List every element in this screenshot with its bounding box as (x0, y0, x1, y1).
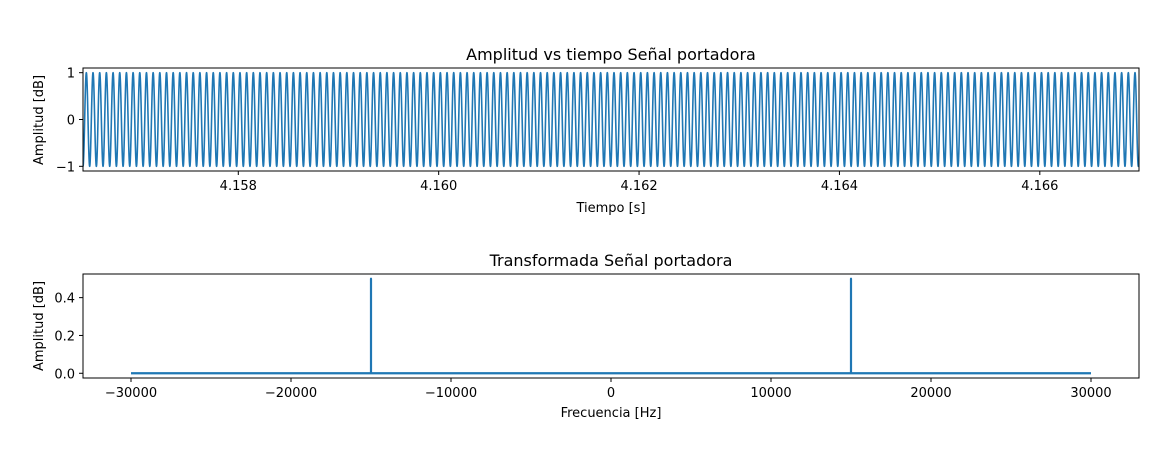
time-domain-plot: Amplitud vs tiempo Señal portadora 4.158… (32, 45, 1140, 216)
frequency-plot-frame (82, 273, 1140, 379)
frequency-domain-plot: Transformada Señal portadora −30000 −2000… (32, 251, 1140, 421)
time-plot-ylabel: Amplitud [dB] (32, 75, 47, 165)
y-tick-label: 0 (67, 114, 75, 129)
x-tick-label: −10000 (425, 386, 477, 401)
x-tick-label: 10000 (750, 386, 791, 401)
y-tick-label: 1 (67, 67, 75, 82)
time-plot-title: Amplitud vs tiempo Señal portadora (466, 45, 756, 64)
x-tick-label: −20000 (265, 386, 317, 401)
x-tick-label: 20000 (910, 386, 951, 401)
time-plot-frame (82, 67, 1140, 172)
time-plot-xlabel: Tiempo [s] (575, 201, 645, 216)
x-tick-label: 4.166 (1021, 179, 1058, 194)
y-tick-label: 0.4 (54, 292, 75, 307)
x-tick-label: 4.160 (420, 179, 457, 194)
x-tick-label: −30000 (105, 386, 157, 401)
series-line-1-0 (131, 277, 1091, 375)
y-tick-label: 0.2 (54, 329, 75, 344)
x-tick-label: 30000 (1070, 386, 1111, 401)
x-tick-label: 0 (607, 386, 615, 401)
frequency-plot-title: Transformada Señal portadora (489, 251, 733, 270)
series-line-0-0 (83, 71, 1139, 168)
frequency-plot-ylabel: Amplitud [dB] (32, 281, 47, 371)
y-tick-label: 0.0 (54, 367, 75, 382)
frequency-plot-xlabel: Frecuencia [Hz] (561, 406, 662, 421)
y-tick-label: −1 (56, 160, 75, 175)
x-tick-label: 4.162 (620, 179, 657, 194)
x-tick-label: 4.164 (821, 179, 858, 194)
x-tick-label: 4.158 (220, 179, 257, 194)
